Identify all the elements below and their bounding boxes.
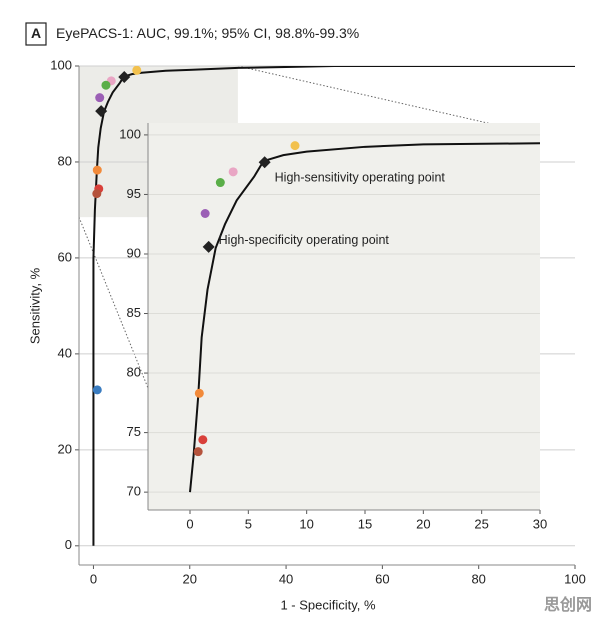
y-tick-label: 100	[119, 126, 141, 141]
grader-point	[92, 385, 102, 395]
x-tick-label: 10	[299, 516, 313, 531]
grader-point	[194, 388, 204, 398]
y-tick-label: 20	[58, 441, 72, 456]
y-tick-label: 70	[127, 484, 141, 499]
operating-point	[118, 71, 131, 84]
y-tick-label: 80	[127, 364, 141, 379]
operating-point	[258, 156, 271, 169]
zoom-connector	[237, 65, 541, 136]
x-tick-label: 20	[183, 571, 197, 586]
annotation: High-sensitivity operating point	[275, 171, 446, 185]
y-tick-label: 75	[127, 424, 141, 439]
operating-point	[95, 105, 108, 118]
grader-point	[200, 208, 210, 218]
grader-point	[92, 165, 102, 175]
grader-point	[132, 66, 142, 75]
x-tick-label: 25	[474, 516, 488, 531]
x-axis-label: 1 - Specificity, %	[280, 597, 376, 612]
y-axis-label: Sensitivity, %	[27, 267, 42, 344]
x-tick-label: 100	[564, 571, 586, 586]
grader-point	[92, 189, 102, 199]
x-tick-label: 20	[416, 516, 430, 531]
y-tick-label: 85	[127, 305, 141, 320]
grader-point	[101, 80, 111, 90]
grader-point	[95, 93, 105, 103]
y-tick-label: 100	[50, 57, 72, 72]
grader-point	[215, 178, 225, 188]
roc-curve	[189, 142, 540, 493]
plot-1: 70 75 80 85 90 95 100 0 5 10 15 20 25 30 High-specific…	[119, 123, 547, 531]
grader-point	[228, 167, 238, 177]
y-tick-label: 95	[127, 186, 141, 201]
grader-point	[290, 141, 300, 151]
y-tick-label: 80	[58, 153, 72, 168]
inset-background	[148, 123, 540, 510]
x-tick-label: 15	[358, 516, 372, 531]
y-tick-label: 0	[65, 537, 72, 552]
grader-point	[198, 435, 208, 445]
x-tick-label: 60	[375, 571, 389, 586]
x-tick-label: 5	[245, 516, 252, 531]
y-tick-label: 60	[58, 249, 72, 264]
zoom-connector	[78, 216, 191, 493]
y-tick-label: 40	[58, 345, 72, 360]
x-tick-label: 30	[533, 516, 547, 531]
operating-point	[202, 240, 215, 253]
panel-label: A	[31, 25, 41, 41]
panel-box	[25, 22, 47, 46]
x-tick-label: 80	[471, 571, 485, 586]
plot-area	[92, 66, 575, 546]
chart-title: EyePACS-1: AUC, 99.1%; 95% CI, 98.8%-99.…	[56, 25, 359, 41]
grader-point	[193, 447, 203, 457]
watermark: 思创网	[544, 595, 592, 614]
x-tick-label: 0	[186, 516, 193, 531]
plot-area	[189, 141, 540, 493]
x-tick-label: 0	[90, 571, 97, 586]
y-tick-label: 90	[127, 245, 141, 260]
annotation: High-specificity operating point	[219, 233, 390, 247]
x-tick-label: 40	[279, 571, 293, 586]
